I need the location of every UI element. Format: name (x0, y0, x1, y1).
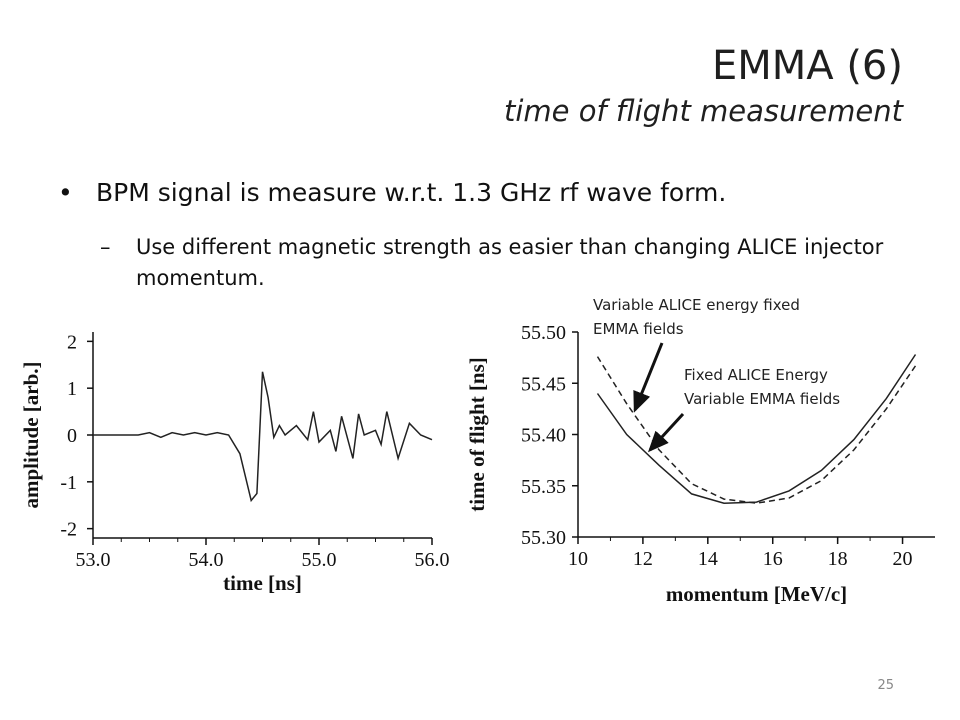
title-main: EMMA (6) (711, 43, 903, 89)
y-tick-label: 55.40 (521, 425, 566, 447)
x-tick-label: 12 (633, 548, 653, 570)
y-tick-label: 55.50 (521, 322, 566, 344)
bullet-marker: • (58, 178, 73, 207)
x-tick-label: 53.0 (76, 549, 111, 571)
x-tick-label: 54.0 (189, 549, 224, 571)
y-tick-label: 2 (67, 331, 77, 353)
x-axis-label: time [ns] (223, 571, 302, 595)
y-axis-label: amplitude [arb.] (19, 362, 43, 509)
x-tick-label: 56.0 (415, 549, 450, 571)
y-tick-label: 55.45 (521, 373, 566, 395)
title-subtitle: time of flight measurement (503, 94, 903, 128)
annotation-variable-alice: Variable ALICE energy fixed EMMA fields (593, 296, 800, 338)
y-axis-label: time of flight [ns] (465, 357, 489, 512)
y-tick-label: -1 (60, 472, 77, 494)
slide-title: EMMA (6) time of flight measurement (504, 40, 903, 130)
y-tick-label: 55.30 (521, 527, 566, 549)
x-tick-label: 20 (893, 548, 913, 570)
x-tick-label: 16 (763, 548, 783, 570)
chart-amplitude: 53.0 54.0 55.0 56.0 2 1 0 -1 -2 time [ns] amplitud… (19, 331, 450, 595)
x-tick-label: 10 (568, 548, 588, 570)
y-tick-label: -2 (60, 519, 77, 541)
bullet-text: BPM signal is measure w.r.t. 1.3 GHz rf … (96, 178, 727, 207)
y-tick-label: 0 (67, 425, 77, 447)
annotation-arrow-2 (647, 412, 685, 453)
sub-bullet-marker: – (100, 235, 111, 259)
annotation-fixed-alice-1: Fixed ALICE Energy (684, 366, 828, 384)
y-tick-label: 1 (67, 378, 77, 400)
x-tick-label: 55.0 (302, 549, 337, 571)
x-tick-label: 18 (828, 548, 848, 570)
page-number: 25 (877, 678, 894, 693)
series-line-2 (596, 356, 917, 504)
x-tick-label: 14 (698, 548, 718, 570)
annotation-arrow-1 (633, 342, 664, 413)
series-line-1 (596, 354, 917, 504)
sub-bullet-text: Use different magnetic strength as easie… (136, 235, 884, 290)
series-line-1 (93, 371, 433, 503)
x-axis-label: momentum [MeV/c] (666, 582, 847, 606)
y-tick-label: 55.35 (521, 476, 566, 498)
annotation-fixed-alice-2: Variable EMMA fields (684, 390, 841, 408)
chart-time-of-flight: 10 12 14 16 18 20 55.50 55.45 55.40 55.35 55.30 mom… (465, 322, 935, 606)
